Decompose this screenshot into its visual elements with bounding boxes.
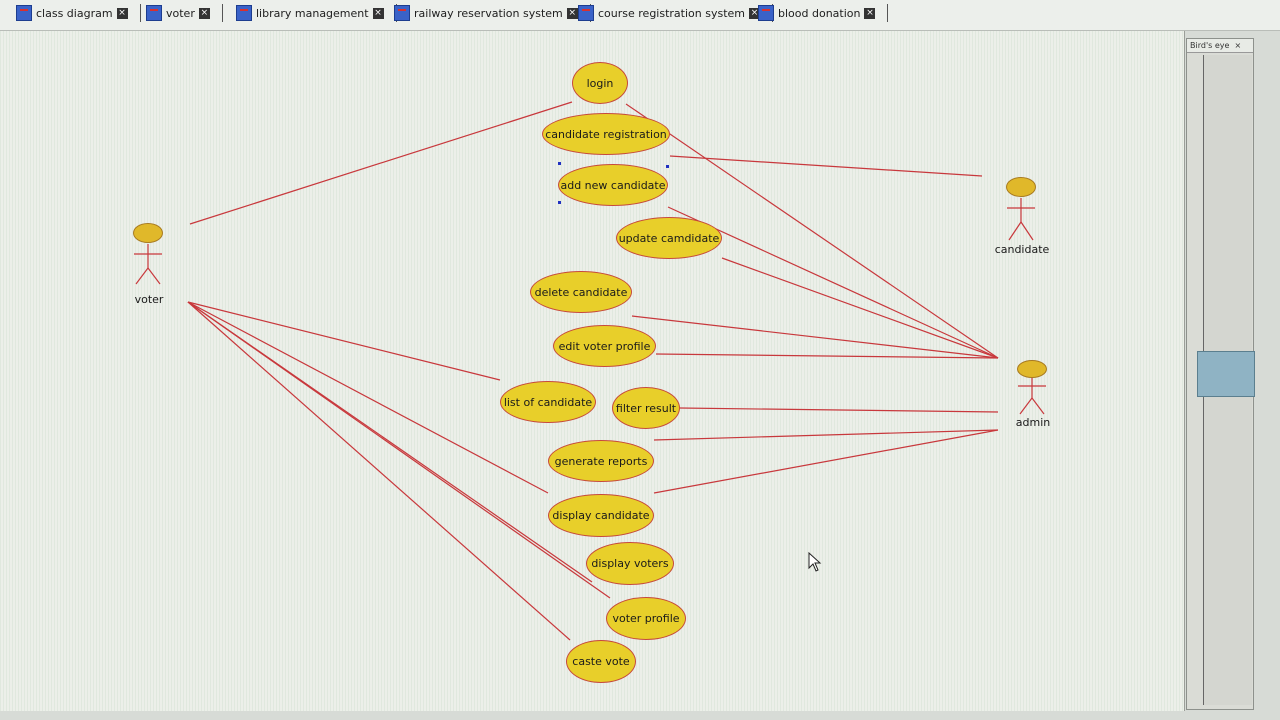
tab-label: railway reservation system xyxy=(414,6,563,20)
actor-candidate[interactable]: candidate xyxy=(992,177,1052,267)
actor-head xyxy=(133,223,163,243)
assoc-admin-filter-result[interactable] xyxy=(679,407,999,413)
diagram-icon xyxy=(394,5,410,21)
close-icon[interactable]: × xyxy=(864,7,876,19)
assoc-admin-display-candidate[interactable] xyxy=(653,429,999,494)
usecase-list-of-candidate[interactable]: list of candidate xyxy=(500,381,596,423)
usecase-delete-candidate[interactable]: delete candidate xyxy=(530,271,632,313)
assoc-admin-add-new-candidate[interactable] xyxy=(667,206,999,359)
diagram-icon xyxy=(236,5,252,21)
assoc-admin-update-candidate[interactable] xyxy=(721,257,999,359)
usecase-candidate-registration[interactable]: candidate registration xyxy=(542,113,670,155)
tab-label: class diagram xyxy=(36,6,113,20)
diagram-icon xyxy=(758,5,774,21)
assoc-voter-voter-profile[interactable] xyxy=(187,301,611,599)
tab-separator xyxy=(139,4,141,22)
association-lines xyxy=(134,101,1046,641)
tab-class-diagram[interactable]: class diagram × xyxy=(16,2,141,24)
tab-bar: class diagram × voter × library manageme… xyxy=(0,0,1280,31)
assoc-voter-display-candidate[interactable] xyxy=(187,301,549,494)
voter-figure-body xyxy=(134,244,162,285)
minimap-viewport[interactable] xyxy=(1197,351,1255,397)
usecase-display-voters[interactable]: display voters xyxy=(586,542,674,585)
tab-separator xyxy=(221,4,223,22)
tab-label: blood donation xyxy=(778,6,861,20)
tab-blood-donation[interactable]: blood donation × xyxy=(758,2,889,24)
admin-figure-body xyxy=(1018,378,1046,415)
usecase-voter-profile[interactable]: voter profile xyxy=(606,597,686,640)
usecase-caste-vote[interactable]: caste vote xyxy=(566,640,636,683)
assoc-admin-login[interactable] xyxy=(625,103,999,359)
usecase-edit-voter-profile[interactable]: edit voter profile xyxy=(553,325,656,367)
diagram-icon xyxy=(578,5,594,21)
selection-handle[interactable] xyxy=(666,165,669,168)
assoc-voter-caste-vote[interactable] xyxy=(187,301,571,641)
actor-head xyxy=(1006,177,1036,197)
selection-handle[interactable] xyxy=(558,201,561,204)
usecase-add-new-candidate[interactable]: add new candidate xyxy=(558,164,668,206)
actor-head xyxy=(1017,360,1047,378)
actor-label: admin xyxy=(1015,416,1051,429)
assoc-voter-login[interactable] xyxy=(189,101,573,225)
close-icon[interactable]: × xyxy=(116,7,128,19)
actor-label: voter xyxy=(134,293,164,306)
tab-voter[interactable]: voter × xyxy=(146,2,223,24)
tab-label: library management xyxy=(256,6,369,20)
tab-label: course registration system xyxy=(598,6,745,20)
selection-handle[interactable] xyxy=(558,162,561,165)
close-icon[interactable]: × xyxy=(749,7,760,19)
usecase-filter-result[interactable]: filter result xyxy=(612,387,680,429)
diagram-canvas[interactable] xyxy=(0,31,1185,711)
assoc-admin-generate-reports[interactable] xyxy=(653,429,999,441)
candidate-figure-body xyxy=(1007,198,1035,241)
close-icon[interactable]: × xyxy=(566,7,578,19)
actor-admin[interactable]: admin xyxy=(1003,360,1063,450)
tab-separator xyxy=(887,4,889,22)
tab-library-management[interactable]: library management × xyxy=(236,2,397,24)
birds-eye-panel: Bird's eye × xyxy=(1186,38,1255,710)
usecase-display-candidate[interactable]: display candidate xyxy=(548,494,654,537)
assoc-admin-delete-candidate[interactable] xyxy=(631,315,999,359)
tab-railway-reservation-system[interactable]: railway reservation system × xyxy=(394,2,591,24)
close-icon[interactable]: × xyxy=(372,7,384,19)
diagram-icon xyxy=(146,5,162,21)
mouse-cursor-icon xyxy=(808,552,822,572)
assoc-admin-edit-voter-profile[interactable] xyxy=(655,353,999,359)
diagram-icon xyxy=(16,5,32,21)
close-icon[interactable]: × xyxy=(1231,41,1242,50)
assoc-voter-list-of-candidate[interactable] xyxy=(187,301,501,381)
tab-course-registration-system[interactable]: course registration system × xyxy=(578,2,773,24)
panel-title: Bird's eye × xyxy=(1187,39,1253,53)
actor-label: candidate xyxy=(994,243,1050,256)
actor-voter[interactable]: voter xyxy=(119,223,179,313)
usecase-login[interactable]: login xyxy=(572,62,628,104)
assoc-candidate-registration[interactable] xyxy=(669,155,983,177)
tab-label: voter xyxy=(166,6,195,20)
usecase-generate-reports[interactable]: generate reports xyxy=(548,440,654,482)
usecase-update-candidate[interactable]: update camdidate xyxy=(616,217,722,259)
close-icon[interactable]: × xyxy=(198,7,210,19)
